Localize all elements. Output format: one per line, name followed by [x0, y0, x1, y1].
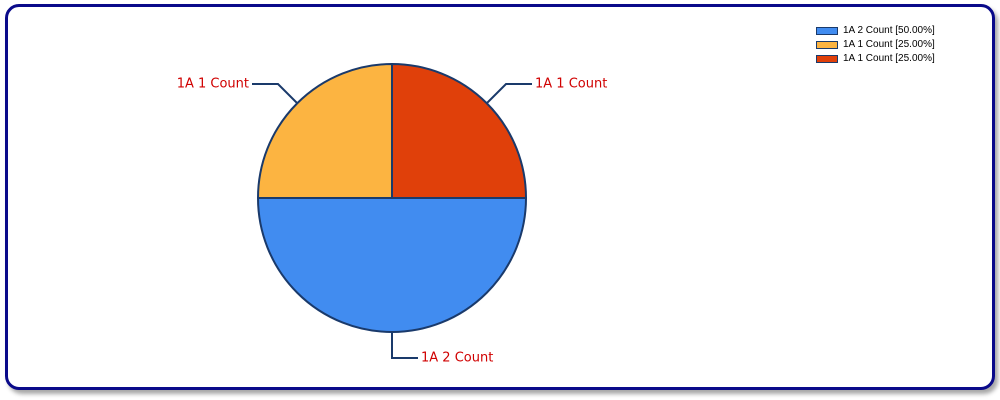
data-label: 1A 1 Count [535, 77, 607, 92]
legend-swatch [816, 41, 838, 49]
label-leader-line [252, 83, 298, 104]
legend-label: 1A 1 Count [25.00%] [843, 53, 935, 64]
legend-swatch [816, 27, 838, 35]
legend-label: 1A 1 Count [25.00%] [843, 39, 935, 50]
label-leader-line [391, 332, 418, 359]
legend-item: 1A 1 Count [25.00%] [816, 38, 935, 52]
data-label: 1A 2 Count [421, 351, 493, 366]
legend-item: 1A 2 Count [50.00%] [816, 24, 935, 38]
legend-item: 1A 1 Count [25.00%] [816, 52, 935, 66]
legend: 1A 2 Count [50.00%] 1A 1 Count [25.00%] … [816, 24, 935, 66]
legend-swatch [816, 55, 838, 63]
label-leader-line [486, 83, 532, 104]
legend-label: 1A 2 Count [50.00%] [843, 25, 935, 36]
data-label: 1A 1 Count [177, 77, 249, 92]
pie-slice [256, 197, 528, 333]
